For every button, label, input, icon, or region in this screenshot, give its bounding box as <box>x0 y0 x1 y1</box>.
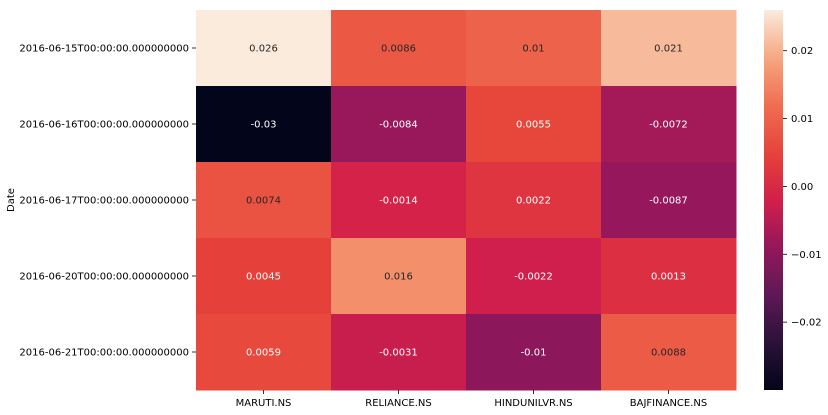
colorbar-tick-label: 0.02 <box>791 46 813 57</box>
colorbar-tick-label: −0.01 <box>791 250 822 261</box>
heatmap-cell-label: -0.01 <box>521 348 547 359</box>
y-tick-label: 2016-06-21T00:00:00.000000000 <box>19 348 189 359</box>
heatmap-cell <box>466 314 602 391</box>
heatmap-cell <box>331 86 467 163</box>
colorbar-gradient <box>764 10 783 390</box>
heatmap-cell <box>466 238 602 315</box>
heatmap-cell <box>196 86 332 163</box>
heatmap-cell-label: 0.01 <box>522 44 544 55</box>
heatmap-cell-label: -0.0072 <box>649 120 688 131</box>
colorbar-tick-label: 0.00 <box>791 182 813 193</box>
heatmap-cell-label: 0.016 <box>384 272 413 283</box>
heatmap-cell-label: -0.0031 <box>379 348 418 359</box>
heatmap-cell-label: -0.0022 <box>514 272 553 283</box>
heatmap-cell-label: 0.0059 <box>246 348 281 359</box>
heatmap-cell <box>466 162 602 239</box>
x-axis: MARUTI.NS RELIANCE.NS HINDUNILVR.NS BAJFINA… <box>236 390 707 409</box>
y-tick-label: 2016-06-16T00:00:00.000000000 <box>19 120 189 131</box>
y-tick-label: 2016-06-15T00:00:00.000000000 <box>19 44 189 55</box>
heatmap-cell-label: -0.0084 <box>379 120 418 131</box>
heatmap-cell-label: -0.0087 <box>649 196 688 207</box>
heatmap-cell-label: 0.0074 <box>246 196 281 207</box>
heatmap-cell <box>466 86 602 163</box>
heatmap-cell-label: -0.0014 <box>379 196 418 207</box>
heatmap-cell-label: 0.0088 <box>651 348 686 359</box>
heatmap-cell-label: 0.0055 <box>516 120 551 131</box>
heatmap-cell-label: 0.0086 <box>381 44 416 55</box>
heatmap-cell <box>196 162 332 239</box>
heatmap-cell <box>601 314 737 391</box>
x-tick-label: BAJFINANCE.NS <box>630 398 707 409</box>
heatmap-cell-labels: 0.026 0.0086 0.01 0.021 -0.03 -0.0084 0.0055 -0… <box>246 44 688 359</box>
heatmap-cell <box>331 162 467 239</box>
heatmap-cell-label: 0.0022 <box>516 196 551 207</box>
x-tick-label: MARUTI.NS <box>236 398 292 409</box>
heatmap-cell <box>601 162 737 239</box>
x-tick-label: RELIANCE.NS <box>365 398 431 409</box>
heatmap-cell <box>601 10 737 87</box>
heatmap-cell <box>196 238 332 315</box>
heatmap-cell <box>331 238 467 315</box>
y-axis-label: Date <box>6 188 17 212</box>
heatmap-cell-label: 0.026 <box>249 44 278 55</box>
heatmap-cell <box>601 86 737 163</box>
heatmap-cell-label: 0.0045 <box>246 272 281 283</box>
y-tick-label: 2016-06-20T00:00:00.000000000 <box>19 272 189 283</box>
heatmap-cell <box>196 10 332 87</box>
heatmap-cell <box>466 10 602 87</box>
colorbar-tick-label: 0.01 <box>791 114 813 125</box>
x-tick-label: HINDUNILVR.NS <box>494 398 572 409</box>
heatmap-cell <box>196 314 332 391</box>
y-tick-label: 2016-06-17T00:00:00.000000000 <box>19 196 189 207</box>
heatmap-cell-label: 0.0013 <box>651 272 686 283</box>
heatmap-cell-label: -0.03 <box>251 120 277 131</box>
colorbar: 0.02 0.01 0.00 −0.01 −0.02 <box>764 10 822 390</box>
heatmap-cell-label: 0.021 <box>654 44 683 55</box>
heatmap-cell <box>331 10 467 87</box>
heatmap-cells <box>196 10 737 391</box>
y-axis: 2016-06-15T00:00:00.000000000 2016-06-16T… <box>19 44 196 359</box>
heatmap-cell <box>601 238 737 315</box>
colorbar-tick-label: −0.02 <box>791 318 822 329</box>
heatmap-cell <box>331 314 467 391</box>
